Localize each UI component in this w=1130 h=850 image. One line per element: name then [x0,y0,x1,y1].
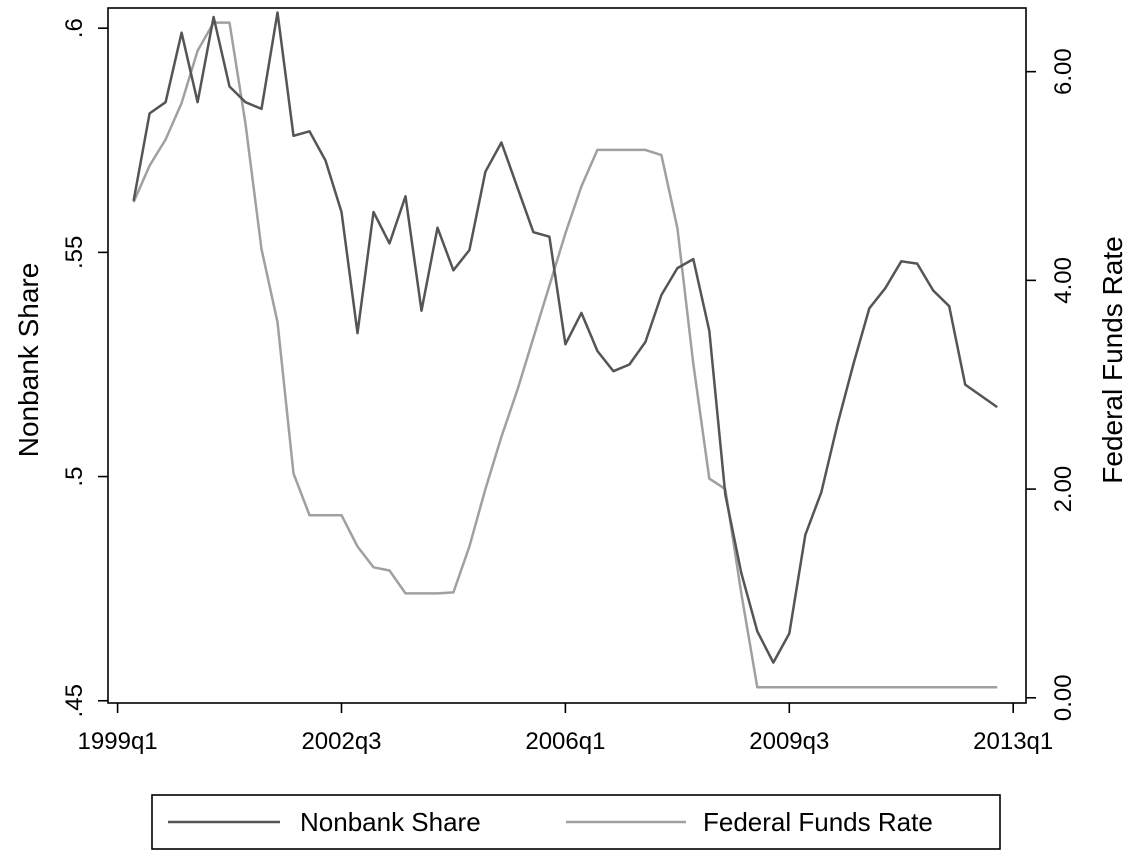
x-tick-label: 2013q1 [973,728,1053,755]
x-tick-label: 2006q1 [525,728,605,755]
series-lines [132,11,998,689]
left-y-axis: .45 .5 .55 .6 [61,18,108,717]
x-tick-label: 2002q3 [301,728,381,755]
plot-frame [107,7,1027,704]
right-axis-title: Federal Funds Rate [1097,236,1128,483]
x-tick-label: 1999q1 [78,728,158,755]
legend-label-federal-funds-rate: Federal Funds Rate [703,807,933,837]
series-line-nonbank-share [132,11,998,664]
x-tick-label: 2009q3 [749,728,829,755]
legend: Nonbank Share Federal Funds Rate [151,794,1001,850]
right-y-tick-label: 4.00 [1050,257,1077,304]
left-y-tick-label: .45 [61,684,88,717]
right-y-tick-label: 2.00 [1050,466,1077,513]
left-y-tick-label: .5 [61,467,88,487]
right-y-axis: 0.00 2.00 4.00 6.00 [1026,48,1077,721]
right-y-tick-label: 0.00 [1050,674,1077,721]
left-axis-title: Nonbank Share [13,263,44,458]
legend-label-nonbank-share: Nonbank Share [300,807,481,837]
left-y-tick-label: .6 [61,18,88,38]
right-y-tick-label: 6.00 [1050,48,1077,95]
x-axis: 1999q1 2002q3 2006q1 2009q3 2013q1 [78,703,1053,755]
left-y-tick-label: .55 [61,236,88,269]
series-line-federal-funds-rate [132,21,998,689]
